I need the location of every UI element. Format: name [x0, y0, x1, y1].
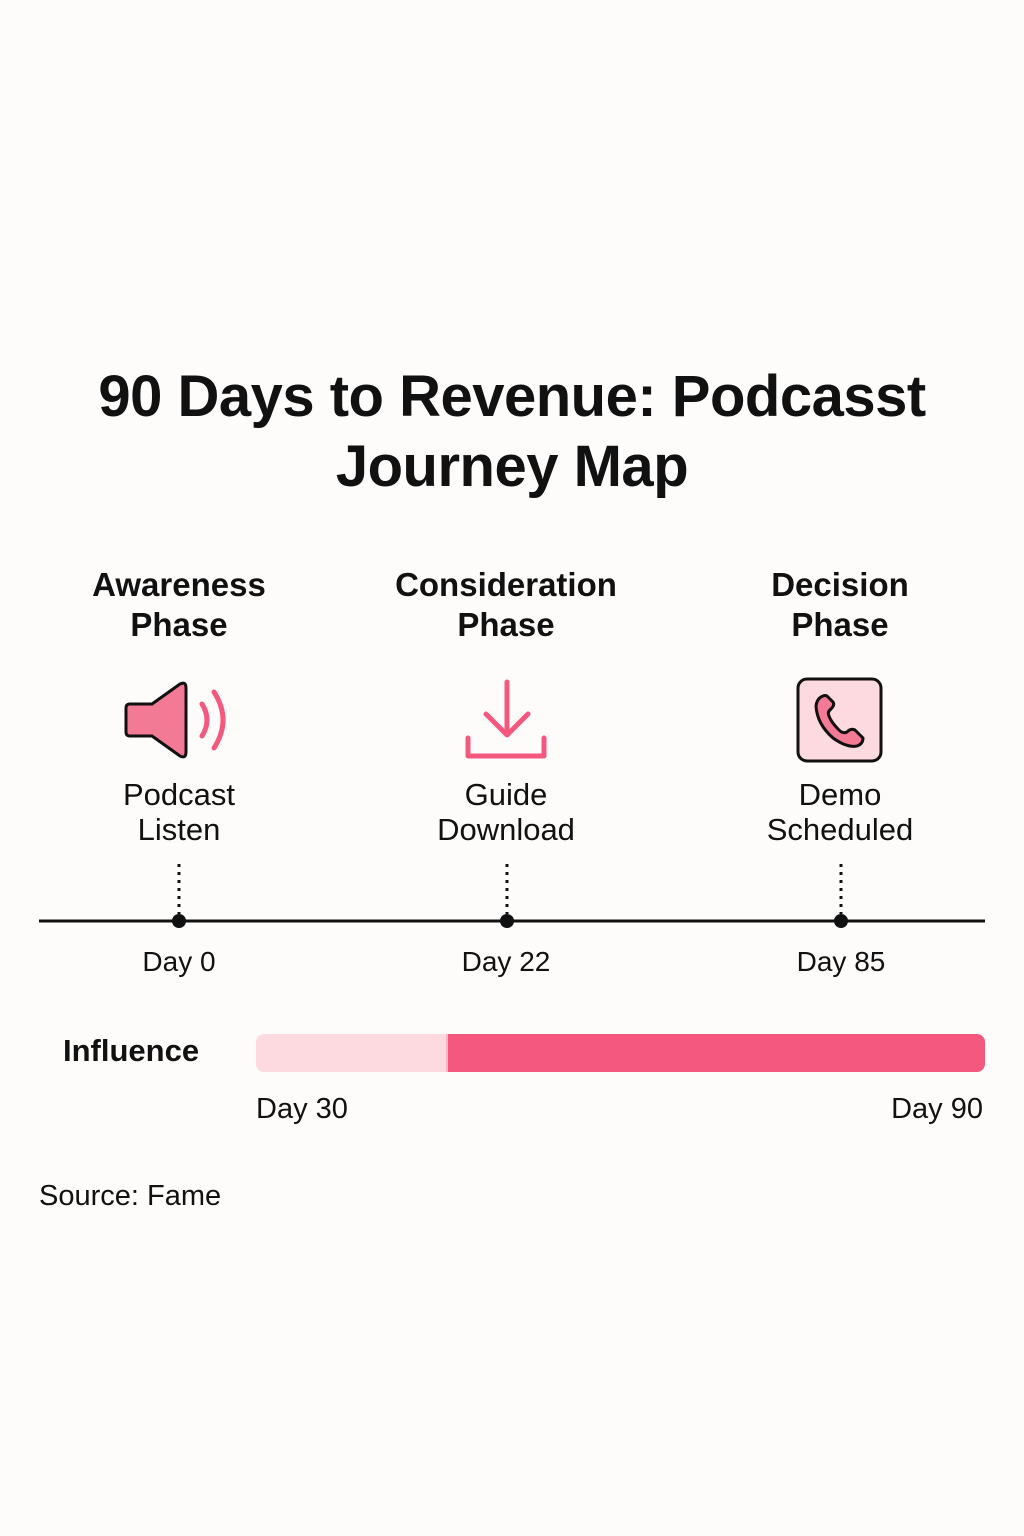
- phase-title-awareness: Awareness Phase: [92, 566, 266, 643]
- day-label-0: Day 0: [142, 946, 216, 977]
- speaker-icon: [124, 681, 226, 759]
- influence-bar: [256, 1034, 985, 1072]
- marker-day-0: [172, 914, 186, 928]
- marker-day-85: [834, 914, 848, 928]
- marker-day-22: [500, 914, 514, 928]
- day-label-85: Day 85: [796, 946, 886, 977]
- phase-title-decision: Decision Phase: [771, 566, 909, 643]
- milestone-demo-scheduled: Demo Scheduled: [766, 777, 914, 847]
- page-title: 90 Days to Revenue: Podcasst Journey Map: [98, 364, 926, 499]
- influence-end-label: Day 90: [891, 1093, 983, 1125]
- influence-bar-early-segment: [256, 1034, 446, 1072]
- influence-bar-main-segment: [445, 1034, 985, 1072]
- milestone-guide-download: Guide Download: [437, 777, 575, 847]
- day-label-22: Day 22: [461, 946, 551, 977]
- phone-icon: [796, 677, 883, 763]
- phase-title-consideration: Consideration Phase: [395, 566, 617, 643]
- influence-label: Influence: [63, 1033, 200, 1068]
- download-icon: [465, 679, 547, 759]
- influence-start-label: Day 30: [256, 1093, 348, 1125]
- timeline: [39, 864, 985, 928]
- milestone-podcast-listen: Podcast Listen: [122, 777, 235, 847]
- source-note: Source: Fame: [39, 1180, 222, 1212]
